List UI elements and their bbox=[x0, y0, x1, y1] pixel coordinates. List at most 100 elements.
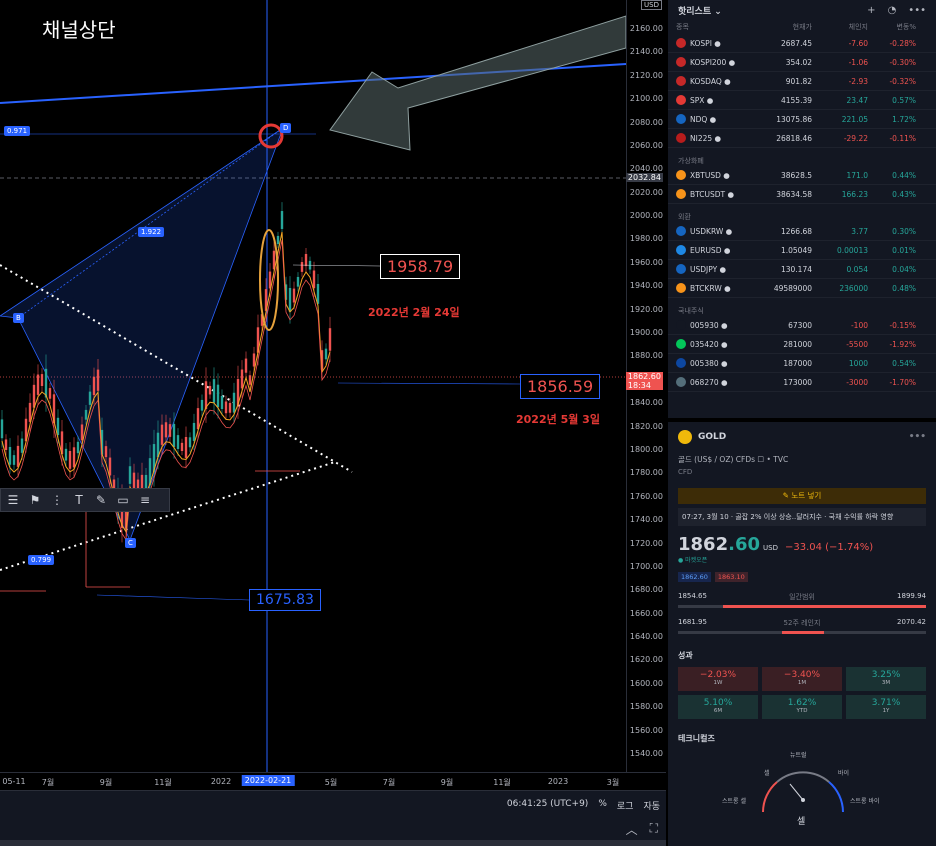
change-percent: -0.32% bbox=[889, 76, 916, 86]
watchlist-row[interactable]: KOSPI ● 2687.45 -7.60 -0.28% bbox=[668, 34, 936, 53]
performance-cell[interactable]: −2.03% 1W bbox=[678, 667, 758, 691]
price-tick: 1960.00 bbox=[629, 257, 663, 267]
symbol-logo-icon bbox=[676, 170, 686, 180]
fib-mid-label: 1.922 bbox=[138, 227, 165, 237]
symbol-name: USDJPY ● bbox=[690, 264, 727, 274]
add-note-button[interactable]: ✎ 노트 넣기 bbox=[678, 488, 926, 504]
performance-value: −2.03% bbox=[699, 670, 737, 680]
watchlist-section-label[interactable]: 가상화폐 bbox=[678, 157, 704, 165]
chart-area[interactable]: 채널상단 0.971 1.922 0.799 B C D 1958.79 202… bbox=[0, 0, 626, 790]
watchlist-section-label[interactable]: 국내주식 bbox=[678, 307, 704, 315]
candle-body bbox=[248, 375, 252, 385]
watchlist-row[interactable]: NDQ ● 13075.86 221.05 1.72% bbox=[668, 110, 936, 129]
price-tick: 1580.00 bbox=[629, 702, 663, 712]
candle-body bbox=[212, 379, 216, 403]
performance-cell[interactable]: 5.10% 6M bbox=[678, 695, 758, 719]
clock-icon[interactable]: ◔ bbox=[887, 4, 897, 16]
drawing-toolbar[interactable]: ☰ ⚑ ⋮ T ✎ ▭ ≡ bbox=[0, 488, 170, 512]
candle-body bbox=[272, 250, 276, 270]
price-tick: 1680.00 bbox=[629, 585, 663, 595]
performance-cell[interactable]: −3.40% 1M bbox=[762, 667, 842, 691]
market-status: ● 마켓오픈 bbox=[678, 557, 708, 564]
watchlist-section-label[interactable]: 외환 bbox=[678, 213, 691, 221]
change-value: -1.06 bbox=[848, 57, 868, 67]
watchlist-row[interactable]: KOSPI200 ● 354.02 -1.06 -0.30% bbox=[668, 53, 936, 72]
price-chart[interactable] bbox=[0, 0, 626, 790]
col-last[interactable]: 현재가 bbox=[792, 23, 812, 31]
point-d-label: D bbox=[280, 123, 292, 133]
change-percent: 0.43% bbox=[892, 189, 916, 199]
detail-more-icon[interactable]: ••• bbox=[908, 432, 926, 442]
log-toggle[interactable]: 로그 bbox=[616, 802, 634, 812]
symbol-name: KOSPI ● bbox=[690, 38, 721, 48]
change-percent: -0.28% bbox=[889, 38, 916, 48]
change-percent: 0.01% bbox=[892, 245, 916, 255]
lines-icon[interactable]: ≡ bbox=[139, 493, 151, 507]
candle-body bbox=[184, 436, 188, 458]
candle-body bbox=[80, 424, 84, 441]
last-price: 1266.68 bbox=[780, 226, 812, 236]
watchlist-row[interactable]: BTCUSDT ● 38634.58 166.23 0.43% bbox=[668, 185, 936, 204]
candle-body bbox=[256, 327, 260, 353]
last-price: 38634.58 bbox=[776, 189, 812, 199]
price-tick: 1600.00 bbox=[629, 678, 663, 688]
technicals-gauge: 뉴트럴 셀 바이 스트롱 셀 스트롱 바이 셀 bbox=[678, 744, 926, 827]
symbol-logo-icon bbox=[676, 189, 686, 199]
watchlist-row[interactable]: SPX ● 4155.39 23.47 0.57% bbox=[668, 91, 936, 110]
watchlist-row[interactable]: 035420 ● 281000 -5500 -1.92% bbox=[668, 335, 936, 354]
performance-cell[interactable]: 3.25% 3M bbox=[846, 667, 926, 691]
clock-text: 06:41:25 (UTC+9) bbox=[506, 799, 589, 809]
watchlist-title[interactable]: 핫리스트 ⌄ bbox=[678, 6, 722, 17]
watchlist-row[interactable]: USDJPY ● 130.174 0.054 0.04% bbox=[668, 260, 936, 279]
collapse-icon[interactable]: ︿ bbox=[625, 823, 638, 837]
candle-body bbox=[200, 399, 204, 411]
col-symbol[interactable]: 종목 bbox=[676, 23, 689, 31]
candle-body bbox=[124, 510, 128, 529]
price-tick: 1980.00 bbox=[629, 234, 663, 244]
bars-icon[interactable]: ⋮ bbox=[51, 493, 63, 507]
percent-toggle[interactable]: % bbox=[598, 799, 607, 809]
price-axis[interactable]: USD 2160.00 2140.00 2120.00 2100.00 2080.00 2… bbox=[625, 0, 666, 790]
watchlist-row[interactable]: KOSDAQ ● 901.82 -2.93 -0.32% bbox=[668, 72, 936, 91]
col-percent[interactable]: 변동% bbox=[896, 23, 916, 31]
performance-cell[interactable]: 3.71% 1Y bbox=[846, 695, 926, 719]
performance-cell[interactable]: 1.62% YTD bbox=[762, 695, 842, 719]
triangle-upper-line bbox=[0, 264, 353, 473]
status-divider bbox=[0, 840, 666, 846]
more-icon[interactable]: ••• bbox=[908, 4, 926, 16]
watchlist-row[interactable]: 068270 ● 173000 -3000 -1.70% bbox=[668, 373, 936, 392]
watchlist-row[interactable]: 005380 ● 187000 1000 0.54% bbox=[668, 354, 936, 373]
last-price: 187000 bbox=[783, 358, 812, 368]
candle-body bbox=[244, 358, 248, 373]
auto-toggle[interactable]: 자동 bbox=[643, 802, 660, 812]
candle-body bbox=[32, 384, 36, 408]
last-price: 49589000 bbox=[773, 283, 812, 293]
watchlist-row[interactable]: XBTUSD ● 38628.5 171.0 0.44% bbox=[668, 166, 936, 185]
pen-icon[interactable]: ✎ bbox=[95, 493, 107, 507]
news-headline[interactable]: 07:27, 3월 10 · 골잡 2% 이상 상승..달러지수 · 국채 수익… bbox=[678, 508, 926, 526]
col-change[interactable]: 체인지 bbox=[848, 23, 868, 31]
text-icon[interactable]: T bbox=[75, 493, 83, 507]
menu-icon[interactable]: ☰ bbox=[7, 493, 19, 507]
price-main: 1862 bbox=[678, 534, 729, 555]
time-tick: 2023 bbox=[547, 777, 569, 786]
watchlist-row[interactable]: USDKRW ● 1266.68 3.77 0.30% bbox=[668, 222, 936, 241]
performance-period: 1M bbox=[797, 680, 807, 686]
fullscreen-icon[interactable]: ⛶ bbox=[649, 821, 658, 835]
watchlist-row[interactable]: BTCKRW ● 49589000 236000 0.48% bbox=[668, 279, 936, 298]
bid-badge: 1862.60 bbox=[678, 572, 711, 582]
last-price: 38628.5 bbox=[780, 170, 812, 180]
watchlist-row[interactable]: 005930 ● 67300 -100 -0.15% bbox=[668, 316, 936, 335]
watchlist-row[interactable]: EURUSD ● 1.05049 0.00013 0.01% bbox=[668, 241, 936, 260]
paint-icon[interactable]: ▭ bbox=[117, 493, 129, 507]
day-range-bar bbox=[678, 605, 926, 608]
flag-icon[interactable]: ⚑ bbox=[29, 493, 41, 507]
symbol-name: NI225 ● bbox=[690, 133, 722, 143]
symbol-name: XBTUSD ● bbox=[690, 170, 730, 180]
wk52-low: 1681.95 bbox=[678, 618, 707, 626]
candle-body bbox=[84, 409, 88, 420]
currency-selector[interactable]: USD bbox=[641, 0, 662, 10]
watchlist-row[interactable]: NI225 ● 26818.46 -29.22 -0.11% bbox=[668, 129, 936, 148]
add-icon[interactable]: + bbox=[867, 4, 876, 16]
time-axis[interactable]: 05-11 7월 9월 11월 2022 2022-02-21 5월 7월 9월 11월 2023 3… bbox=[0, 772, 666, 790]
